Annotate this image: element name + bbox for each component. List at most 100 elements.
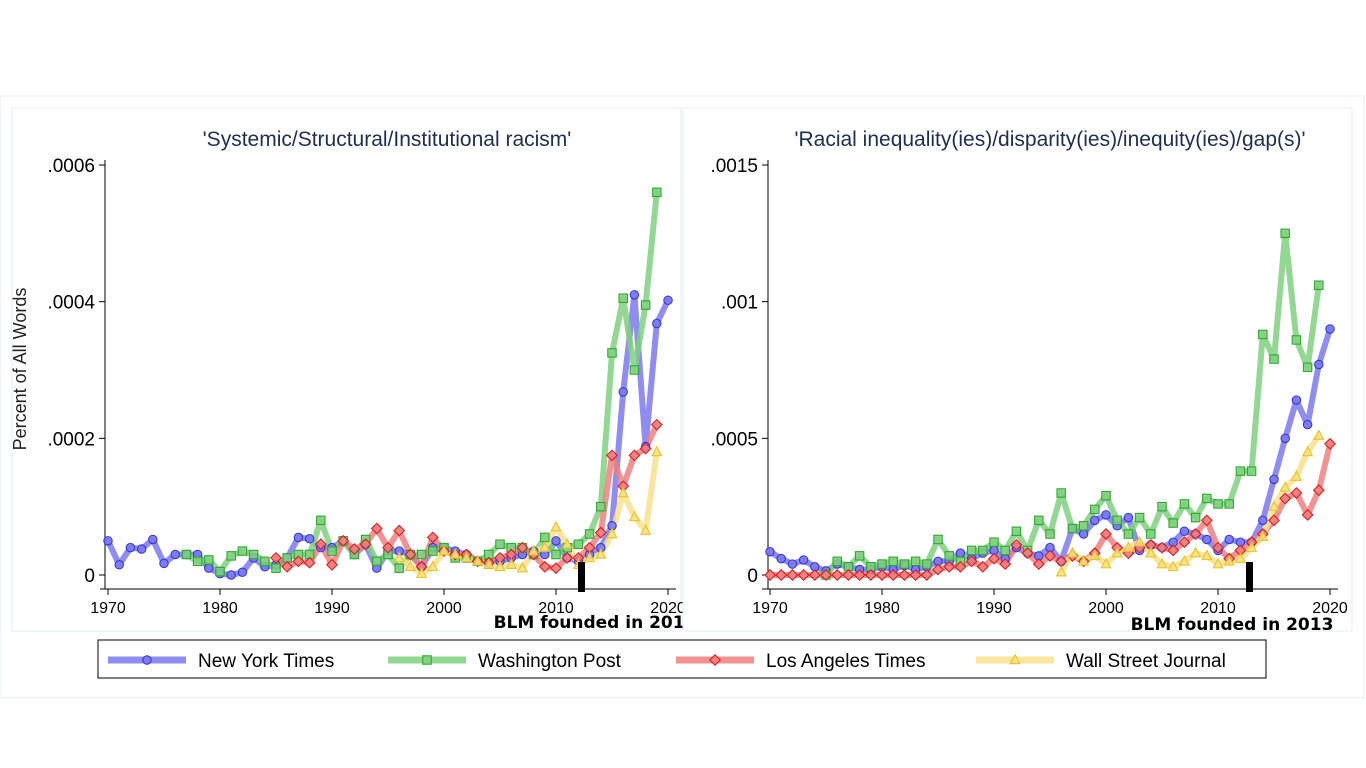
left-point-wall-street-journal xyxy=(505,558,517,570)
right-point-los-angeles-times xyxy=(775,569,788,581)
right-point-new-york-times xyxy=(1302,419,1313,430)
left-point-los-angeles-times xyxy=(393,524,406,537)
left-point-los-angeles-times xyxy=(359,538,372,551)
right-point-washington-post xyxy=(1090,504,1100,515)
left-point-new-york-times xyxy=(204,563,214,573)
left-point-los-angeles-times xyxy=(281,560,294,573)
left-point-wall-street-journal xyxy=(427,560,439,572)
right-point-washington-post xyxy=(910,556,921,567)
left-point-wall-street-journal xyxy=(595,548,607,559)
right-point-los-angeles-times xyxy=(1200,514,1213,527)
left-series-markers xyxy=(103,187,673,580)
right-point-wall-street-journal xyxy=(1290,470,1303,481)
right-point-los-angeles-times xyxy=(1167,544,1180,557)
right-point-washington-post xyxy=(832,556,842,567)
right-point-wall-street-journal xyxy=(1189,546,1202,558)
left-point-washington-post xyxy=(495,539,505,549)
left-point-new-york-times xyxy=(103,536,113,546)
left-point-washington-post xyxy=(596,501,606,512)
right-point-los-angeles-times xyxy=(1279,492,1292,505)
left-point-wall-street-journal xyxy=(471,554,484,566)
right-point-los-angeles-times xyxy=(932,563,944,576)
left-point-washington-post xyxy=(607,348,617,358)
left-y-axis: 0 .0002 .0004 .0006 xyxy=(47,156,106,589)
right-point-new-york-times xyxy=(776,553,786,564)
left-point-washington-post xyxy=(652,187,662,198)
right-point-los-angeles-times xyxy=(1010,538,1023,551)
left-y-tick-label: .0004 xyxy=(47,293,95,314)
right-point-washington-post xyxy=(1280,228,1290,239)
right-point-new-york-times xyxy=(1090,515,1100,526)
right-point-wall-street-journal xyxy=(1178,554,1191,566)
right-point-wall-street-journal xyxy=(1122,541,1135,552)
left-point-new-york-times xyxy=(170,549,180,560)
left-point-new-york-times xyxy=(226,570,236,580)
legend-swatch-marker xyxy=(1009,653,1021,665)
left-point-washington-post xyxy=(584,529,595,539)
right-y-tick-label: .0005 xyxy=(710,429,758,450)
left-point-new-york-times xyxy=(159,558,169,569)
left-point-new-york-times xyxy=(237,567,248,578)
left-point-washington-post xyxy=(204,555,214,565)
right-series-markers xyxy=(764,228,1336,581)
left-point-wall-street-journal xyxy=(527,544,540,556)
right-point-wall-street-journal xyxy=(1268,500,1280,511)
legend-swatch-marker xyxy=(422,655,432,665)
left-point-washington-post xyxy=(416,549,427,560)
left-point-wall-street-journal xyxy=(494,560,506,572)
left-point-wall-street-journal xyxy=(583,551,596,563)
right-point-wall-street-journal xyxy=(1055,565,1067,577)
right-panel-border xyxy=(682,107,1353,632)
left-point-los-angeles-times xyxy=(550,562,562,575)
right-point-washington-post xyxy=(1078,521,1089,531)
left-point-wall-street-journal xyxy=(460,551,473,563)
right-point-washington-post xyxy=(944,551,954,561)
right-point-wall-street-journal xyxy=(1077,554,1090,566)
right-point-los-angeles-times xyxy=(1324,437,1336,450)
left-point-washington-post xyxy=(237,546,248,556)
right-point-new-york-times xyxy=(1269,474,1279,485)
right-point-new-york-times xyxy=(1325,324,1335,334)
left-point-los-angeles-times xyxy=(382,541,394,554)
right-point-wall-street-journal xyxy=(1279,481,1291,492)
right-point-los-angeles-times xyxy=(1312,484,1325,497)
left-point-wall-street-journal xyxy=(628,510,641,522)
right-point-washington-post xyxy=(1146,529,1156,539)
right-x-tick-label: 2000 xyxy=(1088,600,1124,617)
right-point-new-york-times xyxy=(1179,526,1190,537)
right-point-washington-post xyxy=(966,545,977,556)
left-point-los-angeles-times xyxy=(650,418,663,431)
right-point-washington-post xyxy=(922,559,932,569)
right-point-washington-post xyxy=(1157,501,1167,512)
legend-item-washington-post: Washington Post xyxy=(388,651,622,672)
right-point-washington-post xyxy=(1224,499,1234,509)
right-blm-marker xyxy=(1246,562,1253,592)
right-point-washington-post xyxy=(1134,512,1145,523)
legend-label: New York Times xyxy=(198,651,334,672)
right-chart-title: 'Racial inequality(ies)/disparity(ies)/i… xyxy=(794,128,1305,151)
right-point-new-york-times xyxy=(1101,510,1111,520)
left-point-los-angeles-times xyxy=(303,556,316,569)
right-point-los-angeles-times xyxy=(999,558,1012,571)
left-point-washington-post xyxy=(192,556,203,567)
right-point-los-angeles-times xyxy=(943,560,956,573)
right-x-tick-label: 2020 xyxy=(1312,600,1348,617)
right-series-group xyxy=(764,228,1336,581)
right-point-washington-post xyxy=(1056,488,1066,498)
left-point-wall-street-journal xyxy=(561,537,573,549)
left-point-los-angeles-times xyxy=(538,560,551,573)
right-point-los-angeles-times xyxy=(988,552,1000,565)
left-point-wall-street-journal xyxy=(404,560,417,572)
right-point-new-york-times xyxy=(1258,515,1268,526)
right-point-new-york-times xyxy=(1202,534,1212,545)
right-point-new-york-times xyxy=(1224,534,1234,545)
right-point-los-angeles-times xyxy=(808,569,821,581)
left-point-washington-post xyxy=(640,300,651,310)
legend-swatch-marker xyxy=(709,654,721,666)
right-point-los-angeles-times xyxy=(1301,508,1314,521)
right-point-new-york-times xyxy=(1280,433,1290,444)
left-x-tick-label: 2020 xyxy=(650,600,686,617)
left-x-tick-label: 2000 xyxy=(426,600,462,617)
left-point-washington-post xyxy=(181,549,192,560)
left-point-los-angeles-times xyxy=(594,526,607,539)
